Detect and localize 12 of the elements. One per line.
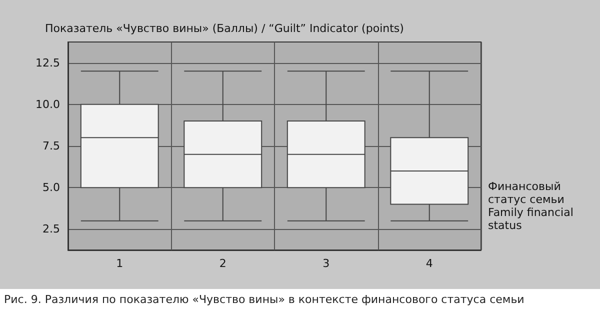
x-tick-label: 3 (322, 257, 330, 270)
y-axis-title: Показатель «Чувство вины» (Баллы) / “Guilt” Indicator (points) (45, 22, 404, 35)
y-tick-label: 12.5 (36, 56, 60, 70)
x-tick-label: 1 (116, 257, 124, 270)
x-axis-title: Финансовый статус семьи Family financial status (488, 180, 574, 232)
x-tick-label: 2 (219, 257, 226, 270)
x-tick-label: 4 (426, 257, 433, 270)
y-tick-label: 2.5 (42, 222, 60, 236)
y-tick-label: 5.0 (42, 181, 60, 194)
text: Рис. 9. Различия по показателю «Чувство вины» в контексте финансового статуса семьи (4, 293, 524, 306)
y-tick-label: 10.0 (36, 98, 60, 111)
y-tick-label: 7.5 (42, 140, 60, 152)
